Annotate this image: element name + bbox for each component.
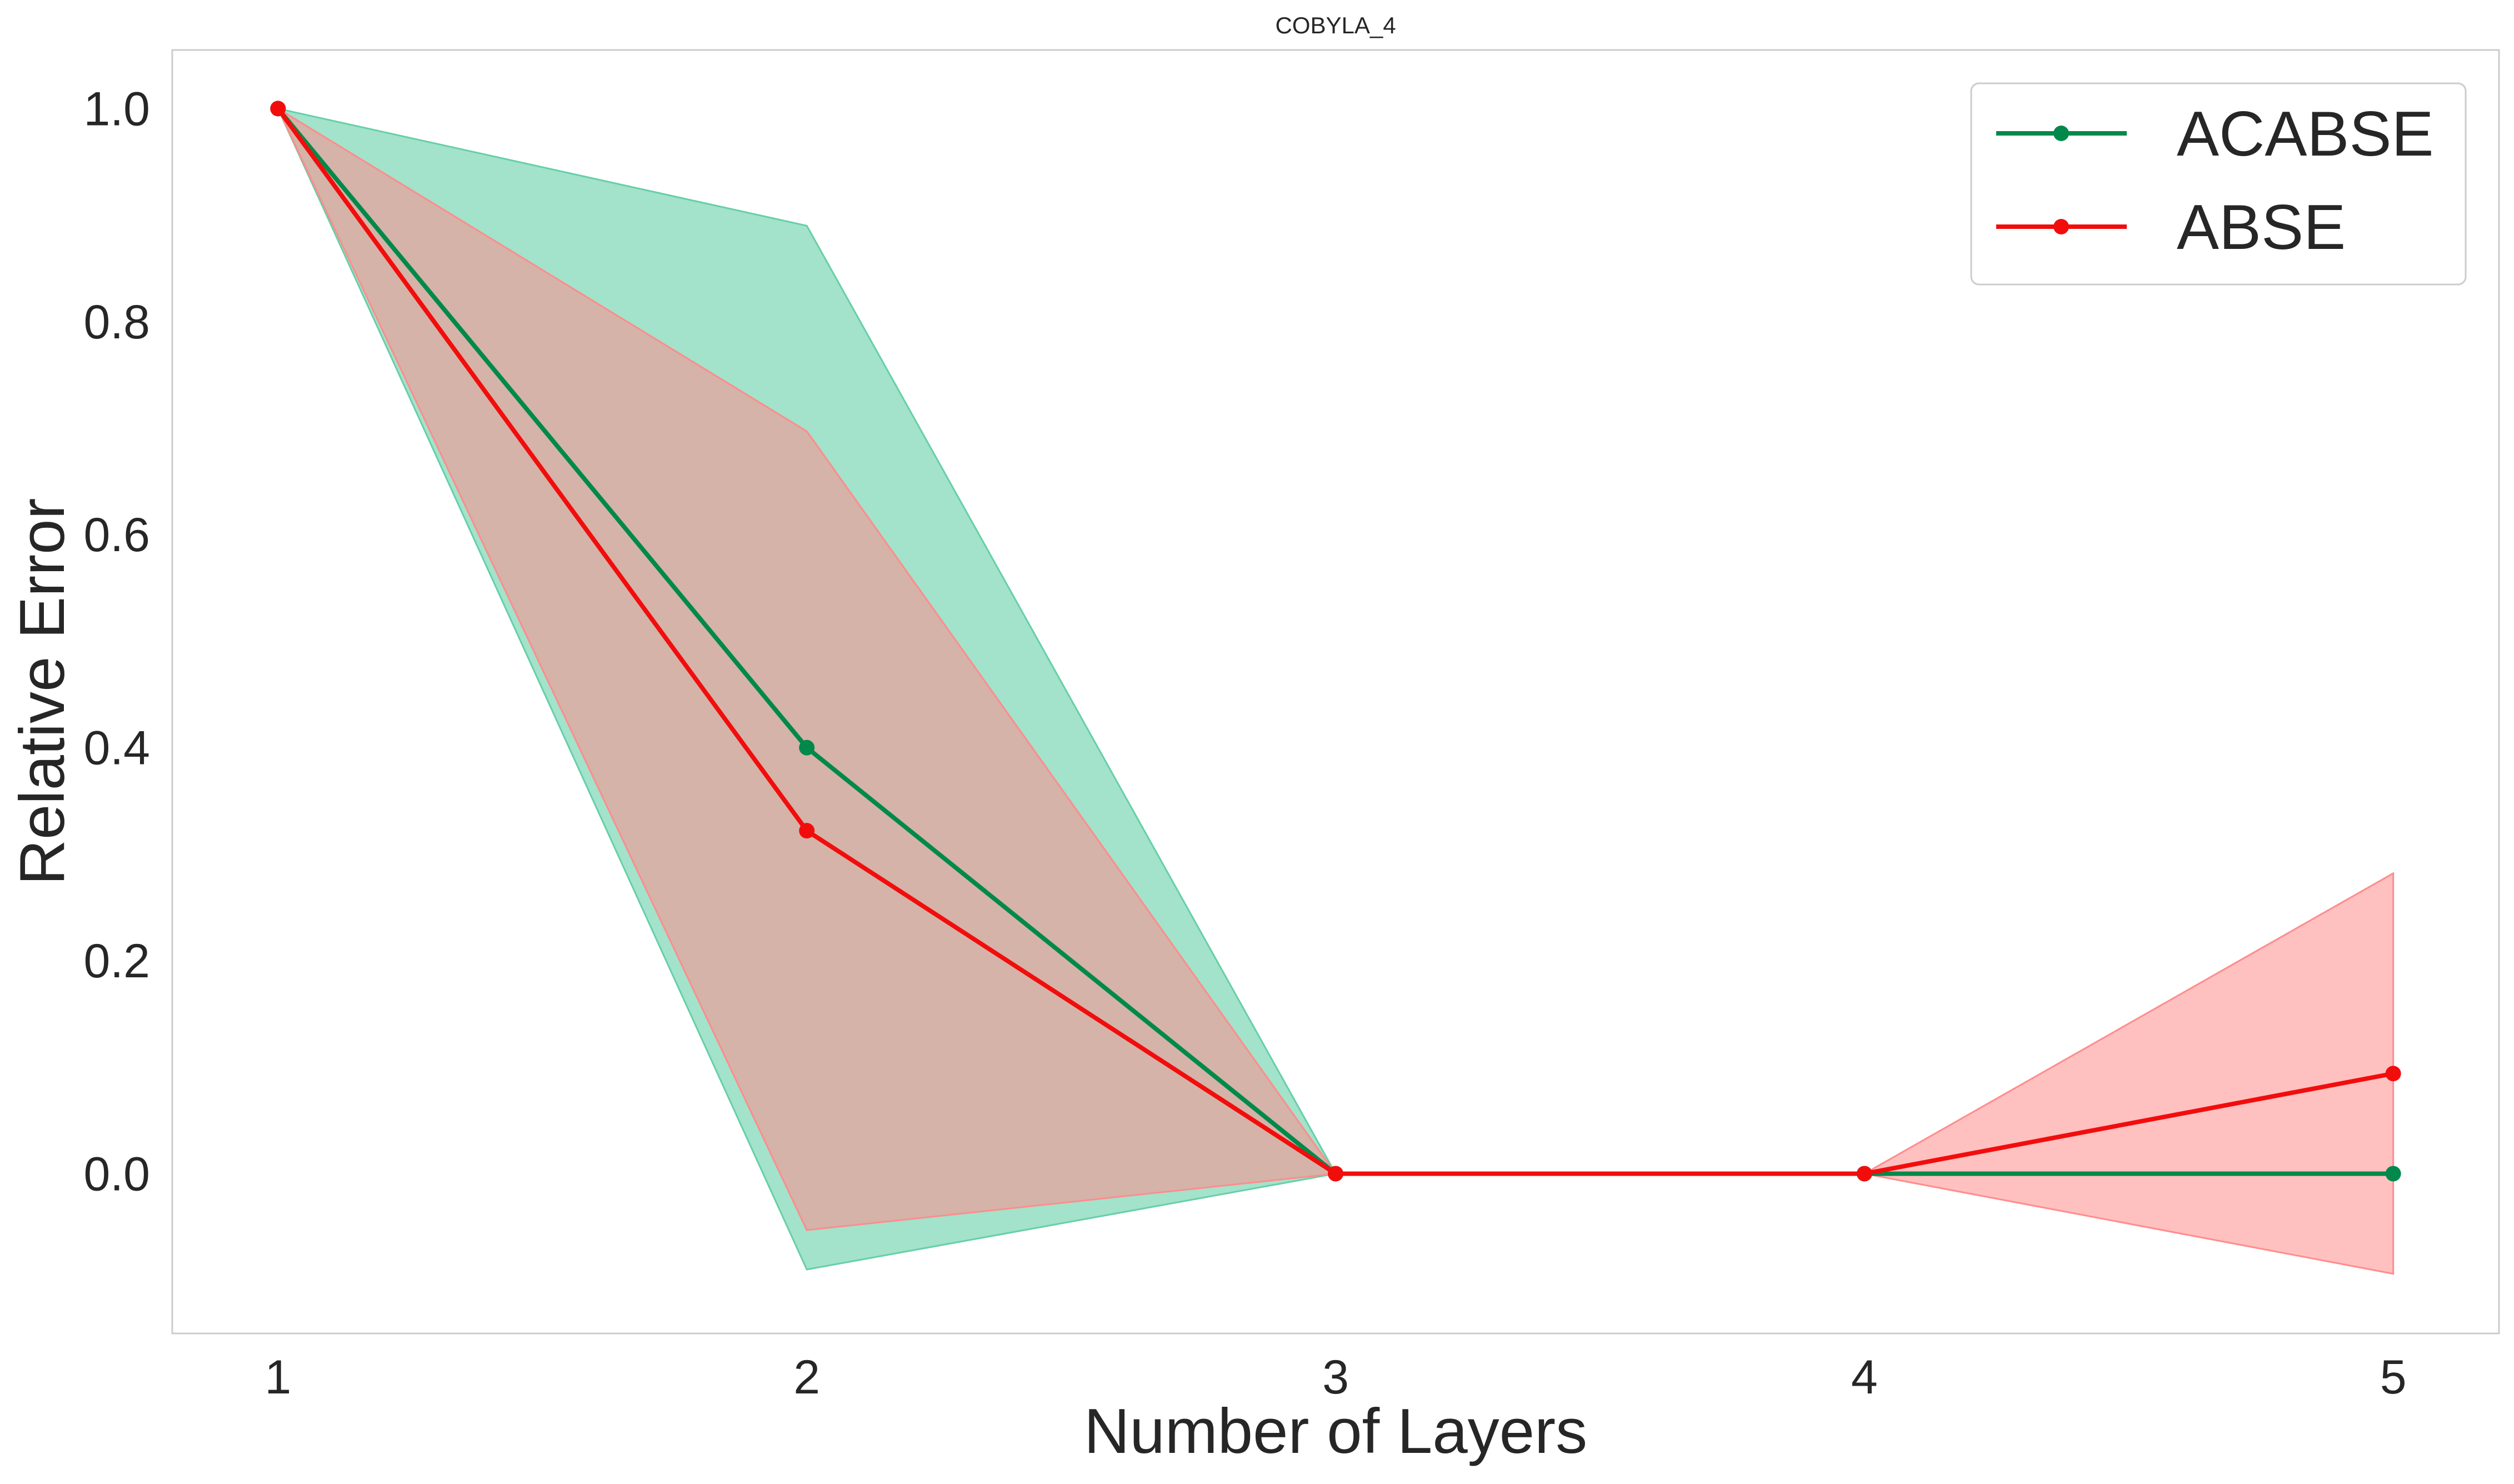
y-tick-label: 0.2	[83, 935, 150, 988]
series-markers	[270, 101, 2401, 1182]
x-tick-label: 3	[1322, 1351, 1349, 1404]
point-acabse-5	[2385, 1166, 2401, 1182]
x-tick-label: 1	[264, 1351, 291, 1404]
plot-area-frame	[171, 49, 2500, 1335]
legend-label-acabse: ACABSE	[2177, 99, 2434, 169]
point-abse-3	[1328, 1166, 1343, 1182]
chart-title: COBYLA_4	[1275, 12, 1396, 38]
point-abse-5	[2385, 1066, 2401, 1082]
legend-label-abse: ABSE	[2177, 192, 2346, 263]
x-tick-label: 5	[2380, 1351, 2407, 1404]
x-tick-label: 2	[793, 1351, 820, 1404]
legend-marker-abse	[2053, 219, 2069, 234]
y-axis-label: Relative Error	[7, 498, 78, 886]
y-tick-label: 0.0	[83, 1147, 150, 1201]
point-abse-2	[799, 823, 815, 839]
x-axis-label: Number of Layers	[1084, 1396, 1587, 1467]
y-tick-label: 0.8	[83, 296, 150, 349]
x-tick-label: 4	[1851, 1351, 1878, 1404]
legend-marker-acabse	[2053, 126, 2069, 141]
x-axis-ticks: 1 2 3 4 5	[264, 1351, 2406, 1404]
point-acabse-2	[799, 739, 815, 756]
point-abse-4	[1856, 1166, 1872, 1182]
y-tick-label: 0.4	[83, 722, 150, 775]
legend: ACABSE ABSE	[1970, 82, 2467, 286]
y-axis-ticks: 0.0 0.2 0.4 0.6 0.8 1.0	[83, 82, 150, 1201]
y-tick-label: 0.6	[83, 508, 150, 562]
point-abse-1	[270, 101, 286, 117]
y-tick-label: 1.0	[83, 82, 150, 136]
